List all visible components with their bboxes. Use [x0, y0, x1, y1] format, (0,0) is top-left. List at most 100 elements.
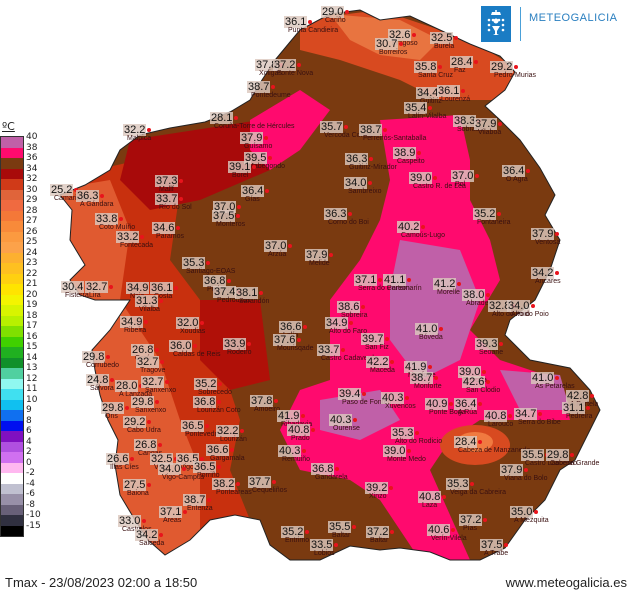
station-name: Sarandón — [239, 298, 270, 305]
station-temperature: 33.7 — [155, 193, 179, 205]
legend-label: 11 — [26, 384, 38, 394]
station-temperature: 39.1 — [228, 161, 252, 173]
station-temperature: 40.8 — [418, 491, 442, 503]
station-temperature: 38.1 — [235, 287, 259, 299]
station-name: Sobreira — [341, 312, 368, 319]
station-name: Coto Muíño — [99, 224, 136, 231]
legend-label: 6 — [26, 426, 32, 436]
station-temperature: 26.8 — [131, 344, 155, 356]
station-marker-icon — [478, 440, 482, 444]
station-temperature: 33.7 — [317, 344, 341, 356]
station-name: Corno do Boi — [328, 219, 369, 226]
station-marker-icon — [155, 348, 159, 352]
station-temperature: 38.7 — [183, 494, 207, 506]
station-temperature: 36.0 — [169, 340, 193, 352]
station-name: Vigo-Campus — [162, 474, 205, 481]
station-marker-icon — [486, 293, 490, 297]
station-name: Pontedeume — [251, 92, 291, 99]
station-temperature: 39.4 — [338, 388, 362, 400]
station-name: Mourisqade — [277, 345, 314, 352]
station-name: Sanxenxo — [135, 407, 167, 414]
station-name: Lourizán — [220, 436, 247, 443]
legend-swatch — [1, 252, 23, 263]
station-marker-icon — [504, 543, 508, 547]
website-link[interactable]: www.meteogalicia.es — [505, 575, 627, 590]
station-name: Cabeza Grande — [550, 460, 600, 467]
station-temperature: 37.9 — [474, 118, 498, 130]
station-name: Remuiño — [282, 456, 311, 463]
station-name: Mallf — [159, 186, 174, 193]
station-marker-icon — [438, 65, 442, 69]
station-marker-icon — [217, 465, 221, 469]
station-temperature: 40.2 — [397, 221, 421, 233]
station-marker-icon — [302, 449, 306, 453]
station-marker-icon — [399, 42, 403, 46]
station-temperature: 36.8 — [193, 396, 217, 408]
station-temperature: 29.8 — [546, 449, 570, 461]
station-marker-icon — [383, 128, 387, 132]
station-marker-icon — [483, 518, 487, 522]
station-name: Ferreirós-Santaballa — [363, 135, 427, 142]
station-temperature: 37.9 — [500, 464, 524, 476]
station-marker-icon — [237, 205, 241, 209]
station-temperature: 28.0 — [115, 380, 139, 392]
station-name: Lalín-Vilalba — [408, 113, 447, 120]
station-temperature: 40.3 — [329, 414, 353, 426]
station-name: Amoeiro — [254, 406, 281, 413]
station-name: Rodeiro — [227, 349, 252, 356]
station-temperature: 36.1 — [284, 16, 308, 28]
station-name: Vilaboa — [478, 129, 502, 136]
station-temperature: 38.7 — [359, 124, 383, 136]
station-name: Melide — [309, 260, 330, 267]
station-temperature: 32.8 — [488, 300, 512, 312]
station-name: Santiago-EOAS — [186, 268, 236, 275]
station-marker-icon — [182, 467, 186, 471]
legend-swatch — [1, 147, 23, 158]
station-name: Borreiros — [379, 49, 408, 56]
legend-label: 28 — [26, 205, 38, 216]
station-name: Fisterra — [65, 292, 89, 299]
station-temperature: 39.7 — [361, 333, 385, 345]
station-temperature: 37.1 — [354, 274, 378, 286]
station-marker-icon — [454, 36, 458, 40]
station-name: A Gándara — [80, 201, 114, 208]
station-name: Camariñas — [54, 195, 88, 202]
station-marker-icon — [405, 396, 409, 400]
legend-label: 22 — [26, 268, 38, 279]
legend-label: 4 — [26, 436, 32, 447]
station-temperature: 35.5 — [521, 449, 545, 461]
legend-swatch — [1, 200, 23, 211]
station-temperature: 32.5 — [430, 32, 454, 44]
station-temperature: 30.4 — [61, 281, 85, 293]
station-name: Ancares — [535, 278, 561, 285]
station-temperature: 37.8 — [255, 59, 279, 71]
station-marker-icon — [227, 279, 231, 283]
station-marker-icon — [349, 321, 353, 325]
station-marker-icon — [218, 382, 222, 386]
legend-label: 26 — [26, 226, 38, 237]
station-temperature: 38.0 — [462, 289, 486, 301]
legend-label: 34 — [26, 163, 38, 174]
station-temperature: 38.3 — [453, 115, 477, 127]
station-name: Fonte Nova — [277, 70, 314, 77]
station-marker-icon — [236, 214, 240, 218]
station-marker-icon — [179, 179, 183, 183]
station-marker-icon — [461, 89, 465, 93]
station-name: Alto do Poio — [511, 311, 549, 318]
station-temperature: 35.5 — [328, 521, 352, 533]
station-marker-icon — [272, 480, 276, 484]
station-temperature: 38.6 — [337, 301, 361, 313]
station-marker-icon — [478, 402, 482, 406]
legend-label: 19 — [26, 300, 38, 310]
station-marker-icon — [449, 402, 453, 406]
station-name: Guitiriz — [420, 98, 442, 105]
station-temperature: 38.2 — [212, 478, 236, 490]
station-marker-icon — [268, 156, 272, 160]
legend-labels: 40 38 36 34 32 30 29 28 27 26 25 24 23 22 21 20 19 18 17 16… — [26, 132, 41, 531]
legend-swatch — [1, 420, 23, 431]
station-marker-icon — [125, 406, 129, 410]
station-marker-icon — [421, 225, 425, 229]
station-marker-icon — [362, 392, 366, 396]
station-temperature: 34.7 — [514, 408, 538, 420]
station-temperature: 37.1 — [159, 506, 183, 518]
